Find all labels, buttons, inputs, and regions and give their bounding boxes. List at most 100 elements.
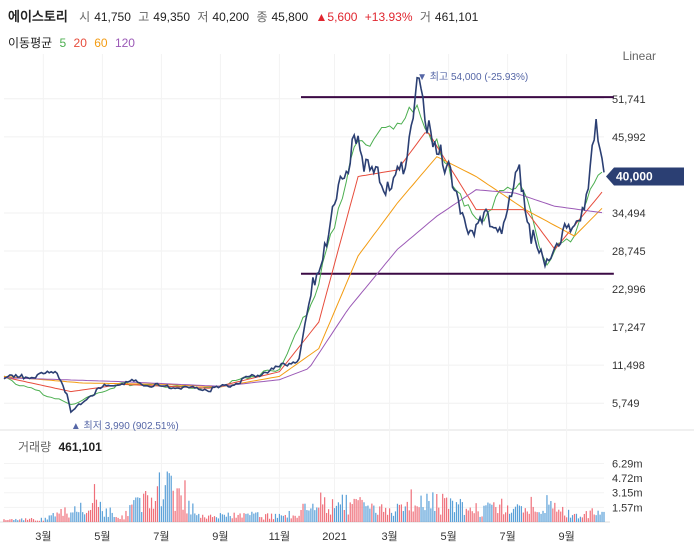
- volume-bar: [23, 520, 25, 522]
- volume-bar: [436, 494, 438, 522]
- volume-bar: [508, 513, 511, 522]
- volume-bar: [60, 508, 62, 522]
- low-value: 40,200: [212, 10, 250, 24]
- volume-bar: [101, 511, 103, 522]
- volume-bar: [272, 519, 275, 522]
- ma-60[interactable]: 60: [94, 36, 108, 50]
- time-tick-label: 9월: [212, 530, 228, 543]
- volume-bar: [58, 513, 60, 522]
- volume-bar: [314, 510, 316, 522]
- volume-bar: [249, 515, 251, 522]
- change-value: ▲5,600: [315, 10, 358, 24]
- volume-bar: [5, 520, 7, 522]
- volume-bar: [518, 505, 521, 522]
- volume-bar: [583, 513, 585, 522]
- volume-bar: [40, 517, 42, 522]
- volume-bar: [211, 517, 214, 522]
- volume-bar: [184, 480, 186, 522]
- volume-bar: [430, 508, 432, 522]
- volume-bar: [64, 507, 66, 522]
- volume-bar: [416, 506, 418, 522]
- volume-bar: [267, 513, 269, 522]
- volume-bar: [396, 503, 399, 522]
- volume-bar: [387, 514, 389, 522]
- time-tick-label: 7월: [153, 530, 169, 543]
- volume-bar: [552, 508, 554, 522]
- volume-bar: [597, 510, 599, 522]
- volume-bar: [274, 513, 277, 522]
- ma-120[interactable]: 120: [114, 36, 135, 50]
- volume-bar: [544, 513, 546, 522]
- scale-toggle[interactable]: Linear: [622, 49, 656, 63]
- volume-bar: [105, 508, 107, 522]
- ma-5[interactable]: 5: [59, 36, 67, 50]
- time-tick-label: 7월: [499, 530, 515, 543]
- current-price-tag: [606, 167, 684, 186]
- volume-bar: [174, 510, 176, 522]
- volume-bar: [381, 504, 383, 522]
- volume-bar: [589, 510, 591, 522]
- volume-bar: [601, 511, 603, 522]
- volume-bar: [577, 518, 580, 522]
- volume-bar: [534, 511, 536, 522]
- volume-bar: [510, 512, 513, 522]
- volume-bar: [261, 517, 263, 522]
- volume-bar: [62, 515, 64, 522]
- volume-bar: [225, 516, 227, 522]
- volume-bar: [111, 512, 113, 522]
- volume-bar: [278, 513, 281, 522]
- low-annotation: ▲ 최저 3,990 (902.51%): [71, 420, 179, 432]
- volume-bar: [265, 514, 267, 522]
- time-tick-label: 3월: [381, 530, 397, 543]
- volume-bar: [182, 509, 184, 522]
- volume-bar: [422, 507, 424, 522]
- volume-bar: [428, 501, 430, 522]
- change-percent: +13.93%: [364, 10, 413, 24]
- volume-bar: [223, 514, 225, 522]
- volume-panel-label: 거래량: [18, 440, 52, 454]
- high-label: 고: [138, 10, 150, 24]
- ma-20[interactable]: 20: [73, 36, 87, 50]
- volume-bar: [162, 499, 164, 522]
- volume-bar: [36, 520, 39, 522]
- volume-bar: [109, 507, 111, 522]
- volume-bar: [89, 509, 92, 522]
- volume-bar: [542, 510, 544, 522]
- volume-bar: [339, 504, 341, 522]
- volume-bar: [247, 513, 249, 522]
- volume-bar: [481, 516, 483, 522]
- volume-bar: [32, 519, 35, 522]
- volume-bar: [556, 511, 558, 522]
- volume-bar: [235, 517, 237, 522]
- volume-panel-value: 461,101: [58, 440, 102, 454]
- volume-bar: [154, 501, 157, 522]
- volume-bar: [501, 498, 503, 522]
- volume-bar: [432, 492, 434, 522]
- volume-bar: [507, 505, 509, 522]
- volume-bar: [188, 500, 190, 522]
- volume-bar: [438, 507, 440, 522]
- volume-bar: [355, 499, 357, 522]
- volume-bar: [66, 513, 68, 522]
- volume-bar: [229, 516, 231, 522]
- volume-bar: [84, 514, 86, 522]
- volume-bar: [477, 511, 479, 522]
- volume-bar: [243, 513, 245, 522]
- volume-bar: [196, 515, 198, 522]
- volume-bar: [548, 504, 550, 522]
- volume-bar: [46, 519, 48, 522]
- volume-bar: [27, 519, 29, 522]
- volume-bar: [461, 502, 463, 522]
- volume-bar: [516, 504, 519, 522]
- volume-bar: [367, 505, 369, 522]
- volume-bar: [483, 505, 485, 522]
- volume-bar: [434, 510, 436, 522]
- volume-bar: [170, 475, 172, 522]
- volume-bar: [253, 513, 255, 522]
- time-tick-label: 11월: [269, 530, 291, 543]
- volume-bar: [377, 514, 379, 522]
- volume-bar: [206, 518, 208, 522]
- volume-tick-label: 3.15m: [612, 488, 643, 500]
- volume-bar: [371, 503, 373, 522]
